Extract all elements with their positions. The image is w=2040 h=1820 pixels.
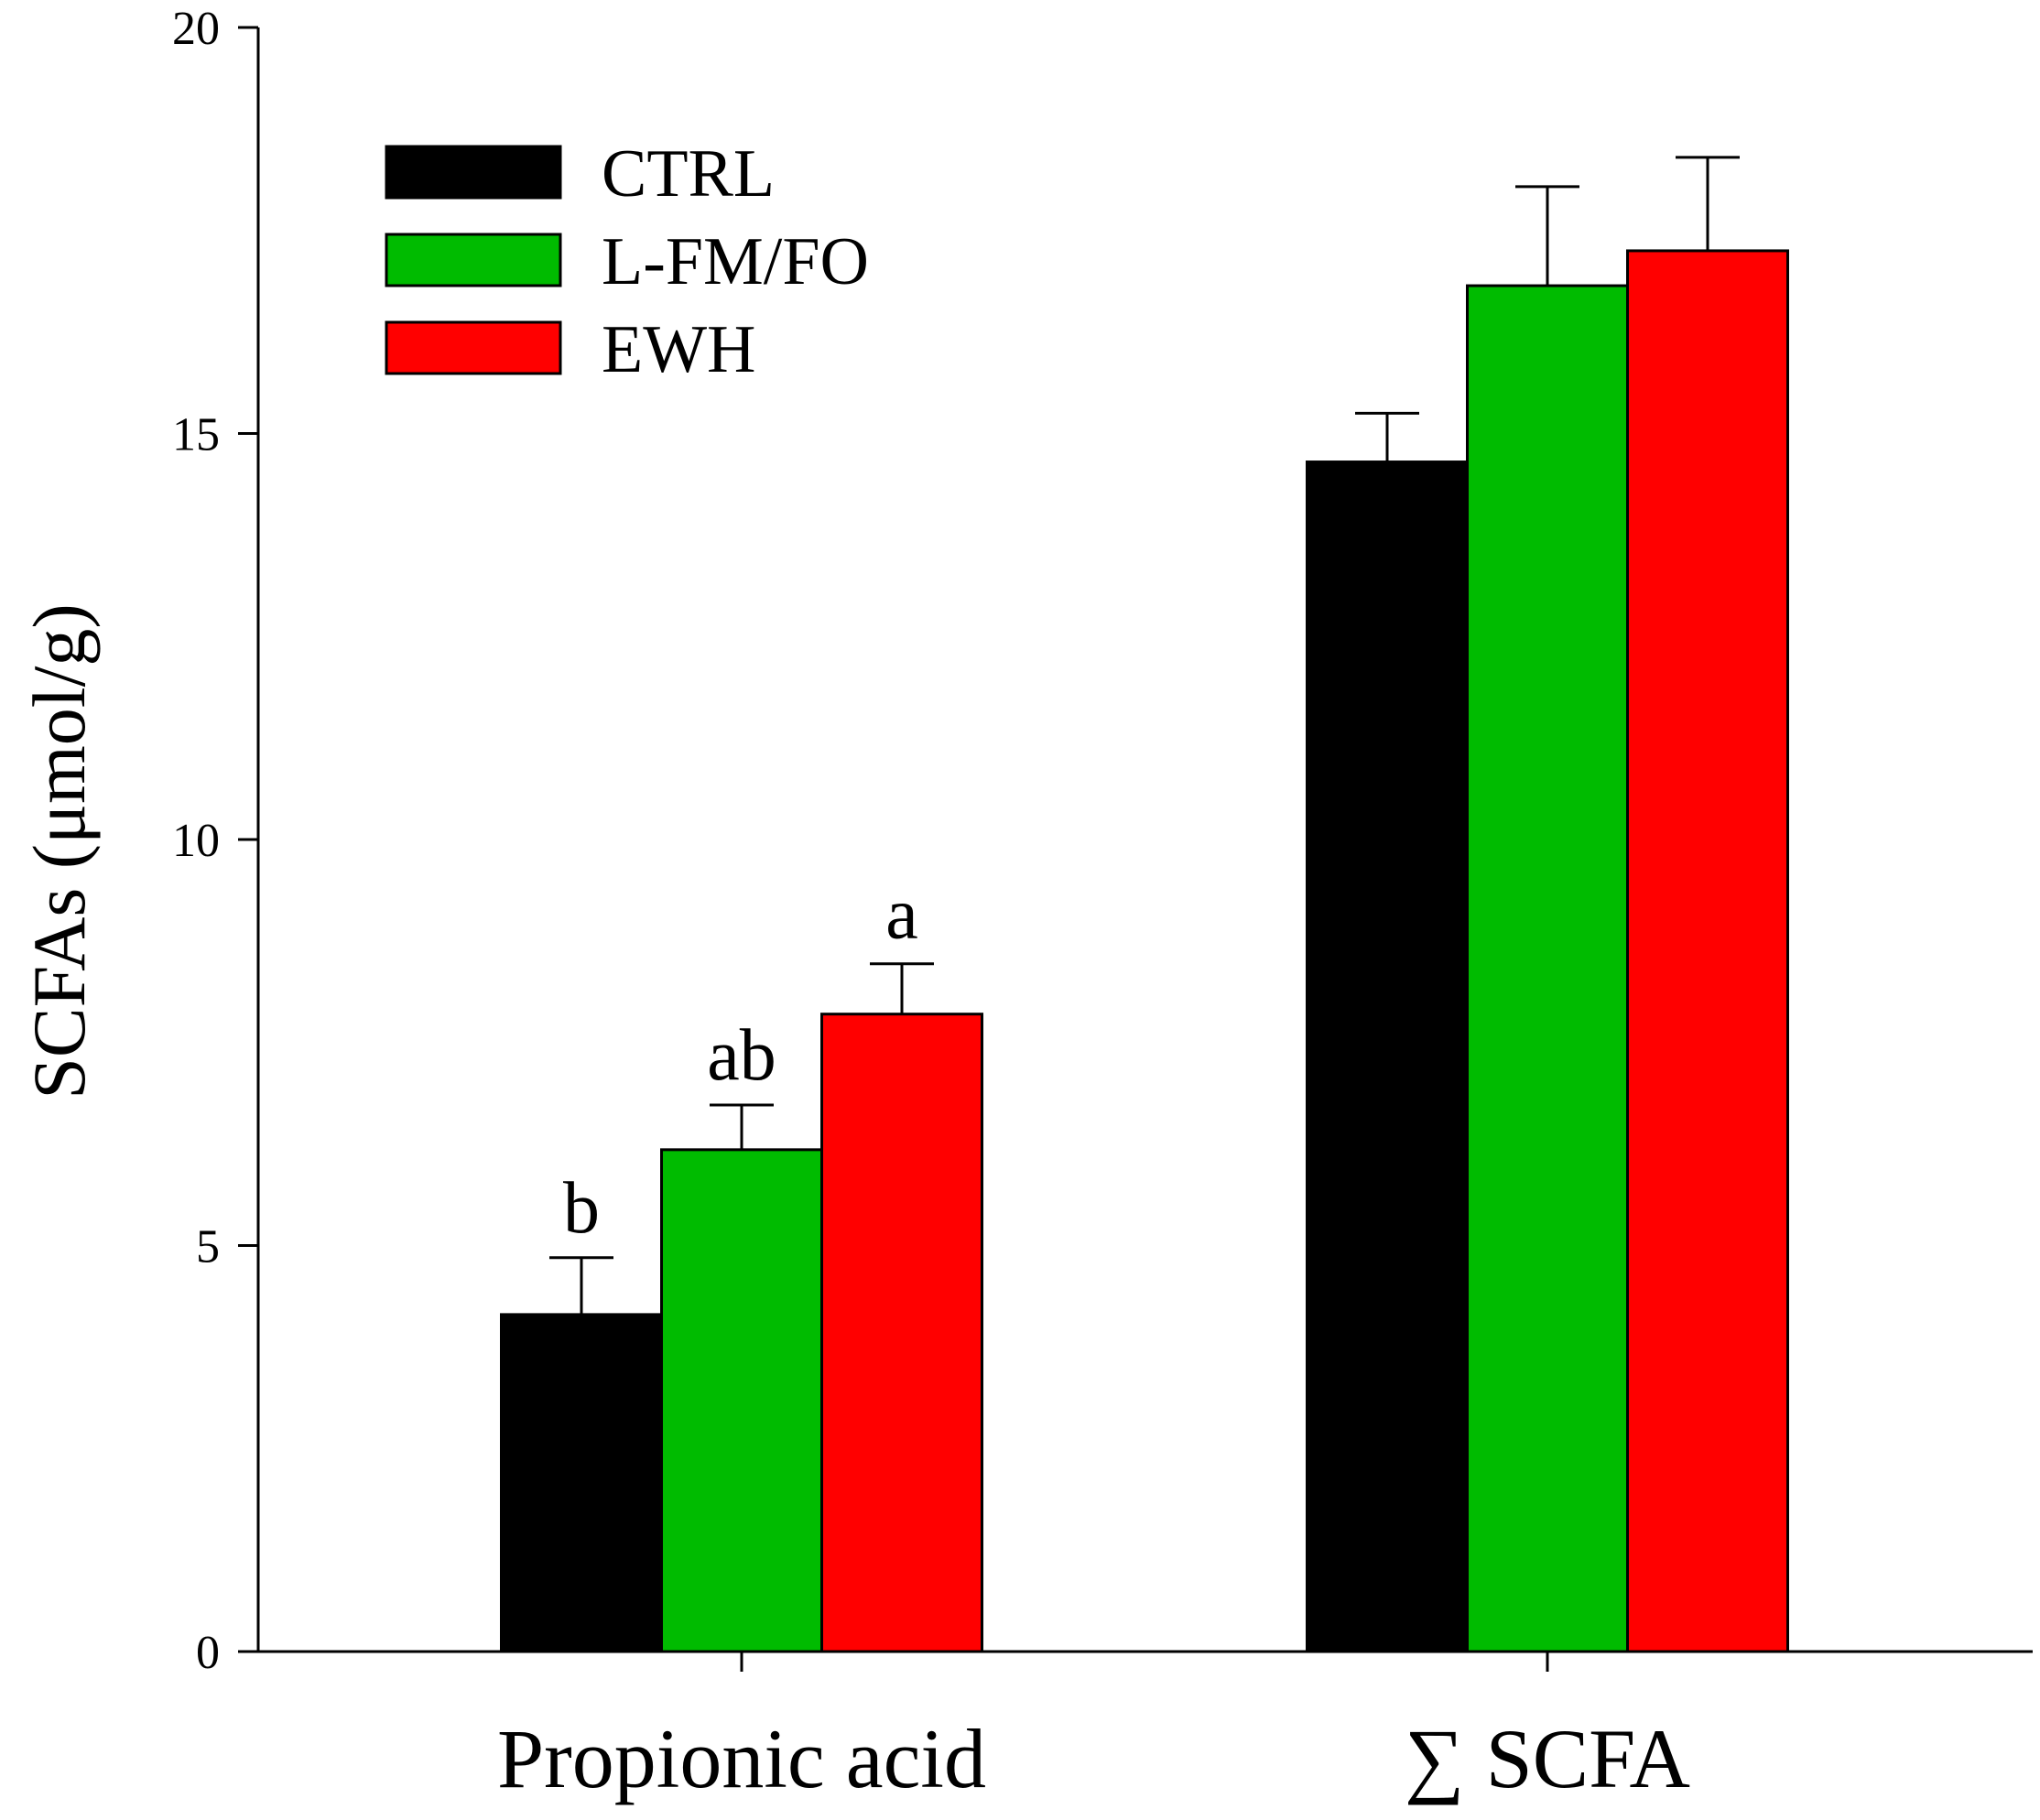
bars: b ab a	[500, 156, 1789, 1653]
significance-label-0-1: ab	[707, 1015, 776, 1096]
legend-label-1: L-FM/FO	[602, 224, 869, 299]
legend-swatch-2	[385, 320, 562, 375]
bar-1-0	[1306, 460, 1469, 1653]
bar-0-0	[500, 1313, 663, 1653]
legend: CTRL L-FM/FO EWH	[385, 136, 869, 387]
legend-swatch-1	[385, 233, 562, 287]
significance-label-0-0: b	[563, 1168, 600, 1249]
x-category-label-1: ∑ SCFA	[1405, 1712, 1690, 1805]
y-tick-label-2: 10	[172, 815, 220, 867]
x-category-label-0: Propionic acid	[497, 1712, 986, 1805]
bar-0-1	[660, 1148, 823, 1653]
legend-label-2: EWH	[602, 312, 756, 387]
bar-1-2	[1626, 249, 1789, 1653]
bar-1-1	[1466, 284, 1629, 1653]
y-tick-label-3: 15	[172, 409, 220, 461]
significance-label-0-2: a	[885, 874, 918, 955]
legend-swatch-0	[385, 145, 562, 200]
axes: 0 5 10 15 20 Propionic acid ∑ SCFA	[172, 3, 2033, 1805]
bar-0-2	[820, 1013, 983, 1653]
legend-label-0: CTRL	[602, 136, 775, 211]
y-tick-label-0: 0	[196, 1627, 220, 1679]
y-axis-title: SCFAs (μmol/g)	[17, 603, 101, 1099]
y-tick-label-1: 5	[196, 1221, 220, 1273]
y-tick-label-4: 20	[172, 3, 220, 55]
